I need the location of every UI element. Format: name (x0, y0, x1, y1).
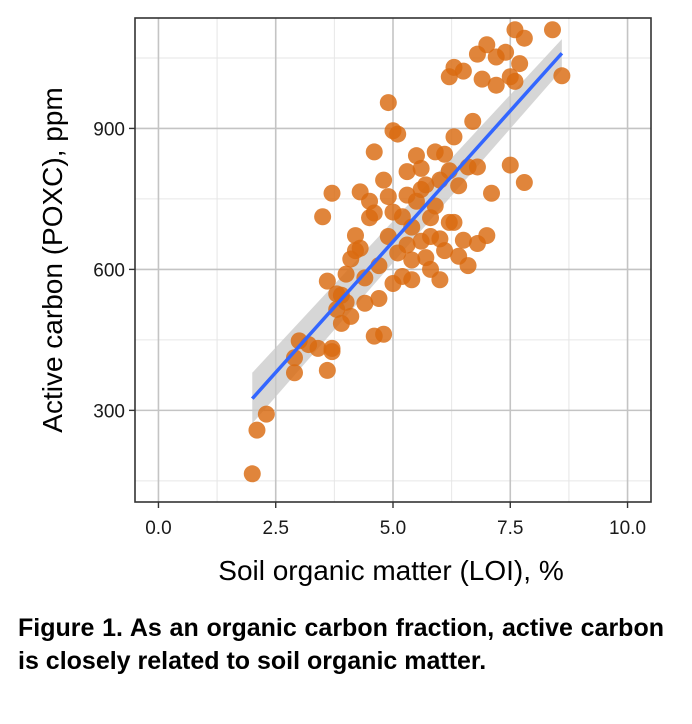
data-point (515, 173, 533, 191)
data-point (506, 72, 524, 90)
data-point (389, 125, 407, 143)
data-point (318, 361, 336, 379)
data-point (478, 227, 496, 245)
data-point (370, 290, 388, 308)
data-point (487, 76, 505, 94)
data-point (285, 349, 303, 367)
data-point (431, 271, 449, 289)
data-point (436, 145, 454, 163)
data-point (497, 43, 515, 61)
data-point (337, 265, 355, 283)
data-point (501, 156, 519, 174)
data-point (445, 213, 463, 231)
y-tick-label: 300 (93, 401, 125, 422)
data-point (403, 271, 421, 289)
fit-line (250, 52, 564, 400)
data-point (314, 208, 332, 226)
x-tick-label: 5.0 (380, 518, 406, 539)
x-tick-label: 2.5 (263, 518, 289, 539)
data-point (375, 325, 393, 343)
data-point (515, 29, 533, 47)
x-tick-label: 0.0 (145, 518, 171, 539)
data-point (450, 177, 468, 195)
data-point (464, 112, 482, 130)
y-axis-title: Active carbon (POXC), ppm (37, 87, 68, 432)
data-point (257, 405, 275, 423)
data-point (375, 171, 393, 189)
data-point (412, 181, 430, 199)
data-point (323, 339, 341, 357)
y-tick-label: 900 (93, 119, 125, 140)
data-point (243, 465, 261, 483)
data-point (459, 257, 477, 275)
data-point (511, 55, 529, 73)
data-point (309, 339, 327, 357)
fit-line-group (250, 52, 564, 400)
x-axis-title: Soil organic matter (LOI), % (218, 555, 563, 586)
y-tick-label: 600 (93, 260, 125, 281)
data-point (454, 62, 472, 80)
data-point (285, 364, 303, 382)
data-points (243, 21, 571, 483)
data-point (398, 236, 416, 254)
data-point (422, 228, 440, 246)
scatter-chart: 0.0 2.5 5.0 7.5 10.0 300 600 900 Soil organic … (37, 17, 652, 586)
data-point (332, 286, 350, 304)
x-tick-label: 10.0 (609, 518, 646, 539)
data-point (398, 163, 416, 181)
data-point (379, 94, 397, 112)
y-axis-ticks: 300 600 900 (93, 119, 135, 422)
data-point (454, 231, 472, 249)
data-point (473, 70, 491, 88)
data-point (323, 184, 341, 202)
data-point (356, 269, 374, 287)
data-point (342, 307, 360, 325)
data-point (543, 21, 561, 39)
data-point (553, 67, 571, 85)
data-point (436, 242, 454, 260)
data-point (318, 272, 336, 290)
data-point (351, 239, 369, 257)
figure-caption: Figure 1. As an organic carbon fraction,… (18, 614, 664, 675)
data-point (403, 251, 421, 269)
data-point (248, 421, 266, 439)
data-point (445, 128, 463, 146)
data-point (468, 158, 486, 176)
data-point (412, 159, 430, 177)
x-axis-ticks: 0.0 2.5 5.0 7.5 10.0 (145, 502, 646, 539)
data-point (379, 188, 397, 206)
x-tick-label: 7.5 (497, 518, 523, 539)
data-point (356, 294, 374, 312)
data-point (365, 204, 383, 222)
data-point (483, 184, 501, 202)
data-point (478, 36, 496, 54)
data-point (365, 143, 383, 161)
